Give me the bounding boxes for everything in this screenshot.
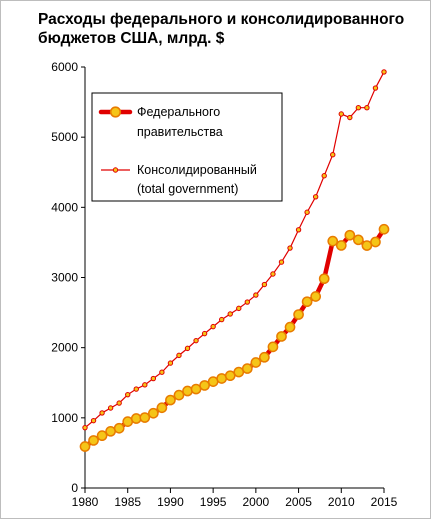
x-tick-label: 1980 xyxy=(72,495,99,509)
x-tick-label: 2000 xyxy=(243,495,270,509)
data-point-total-government xyxy=(321,173,327,179)
data-point-total-government xyxy=(201,330,208,337)
series-layer xyxy=(79,69,390,452)
data-point-federal xyxy=(344,229,356,241)
data-point-federal xyxy=(199,380,210,391)
data-point-total-government xyxy=(330,152,336,158)
data-point-federal xyxy=(267,341,279,353)
data-point-total-government xyxy=(133,386,139,392)
data-point-total-government xyxy=(218,316,225,323)
x-tick-label: 2010 xyxy=(328,495,355,509)
data-point-total-government xyxy=(381,69,387,75)
data-point-federal xyxy=(284,321,296,333)
data-point-federal xyxy=(310,291,322,302)
data-point-total-government xyxy=(270,271,276,277)
data-point-total-government xyxy=(355,104,362,111)
y-tick-label: 3000 xyxy=(51,271,78,285)
y-tick-label: 5000 xyxy=(51,130,78,144)
data-point-total-government xyxy=(99,410,105,416)
data-point-federal xyxy=(370,236,381,248)
data-point-total-government xyxy=(278,259,285,265)
data-point-federal xyxy=(276,331,287,342)
legend-label-federal-line1: Федерального xyxy=(137,105,220,119)
data-point-total-government xyxy=(210,323,216,330)
series-federal-line xyxy=(82,226,387,449)
data-point-total-government xyxy=(167,360,174,366)
data-point-total-government xyxy=(125,391,131,398)
chart-title: Расходы федерального и консолидированног… xyxy=(38,11,405,47)
data-point-total-government xyxy=(184,345,191,352)
x-tick-label: 1990 xyxy=(157,495,184,509)
legend-swatch-total-marker xyxy=(112,167,119,173)
data-point-total-government xyxy=(261,281,268,288)
data-point-federal xyxy=(293,309,304,320)
data-point-total-government xyxy=(236,305,242,312)
legend-swatch-federal-marker xyxy=(109,106,122,118)
data-point-total-government xyxy=(227,311,233,317)
y-axis-ticks: 0 1000 2000 3000 4000 5000 6000 xyxy=(51,60,85,495)
data-point-federal xyxy=(130,413,142,424)
y-tick-label: 1000 xyxy=(51,411,78,425)
legend-label-federal-line2: правительства xyxy=(137,125,223,139)
data-point-federal xyxy=(165,394,176,406)
data-point-total-government xyxy=(107,405,114,411)
data-point-federal xyxy=(378,223,390,235)
data-point-federal xyxy=(353,234,364,246)
data-point-total-government xyxy=(150,375,157,382)
data-point-federal xyxy=(79,441,91,452)
legend-label-total-line1: Консолидированный xyxy=(137,163,257,177)
x-axis-ticks: 1980 1985 1990 1995 2000 2005 2010 2015 xyxy=(72,488,398,509)
legend: Федерального правительства Консолидирова… xyxy=(91,92,283,202)
y-tick-label: 6000 xyxy=(51,60,78,74)
data-point-federal xyxy=(156,402,168,414)
data-point-total-government xyxy=(364,104,370,111)
y-tick-label: 4000 xyxy=(51,200,78,214)
x-tick-label: 2005 xyxy=(285,495,312,509)
data-point-total-government xyxy=(244,299,251,305)
data-point-total-government xyxy=(372,85,379,91)
data-point-federal xyxy=(259,351,270,363)
x-tick-label: 2015 xyxy=(371,495,398,509)
data-point-federal xyxy=(113,422,125,434)
data-point-federal xyxy=(250,357,262,368)
data-point-federal xyxy=(327,235,339,247)
data-point-total-government xyxy=(304,209,310,215)
data-point-total-government xyxy=(253,292,259,298)
series-total-government xyxy=(82,69,387,431)
data-point-total-government xyxy=(193,337,199,344)
data-point-federal xyxy=(318,273,330,285)
data-point-federal xyxy=(182,385,193,397)
data-point-federal xyxy=(190,383,202,395)
data-point-federal xyxy=(241,363,253,374)
data-point-total-government xyxy=(176,352,182,359)
data-point-total-government xyxy=(338,111,344,117)
data-point-federal xyxy=(88,435,99,446)
y-tick-label: 0 xyxy=(71,481,78,495)
legend-label-total-line2: (total government) xyxy=(137,182,238,196)
data-point-total-government xyxy=(295,227,302,233)
data-point-federal xyxy=(96,430,108,442)
data-point-total-government xyxy=(159,369,165,375)
data-point-federal xyxy=(335,240,347,251)
data-point-total-government xyxy=(116,400,122,406)
data-point-federal xyxy=(173,389,185,401)
data-point-total-government xyxy=(347,114,353,121)
x-tick-label: 1995 xyxy=(200,495,227,509)
data-point-federal xyxy=(139,412,151,423)
data-point-federal xyxy=(301,296,313,308)
series-federal xyxy=(79,223,390,452)
y-tick-label: 2000 xyxy=(51,341,78,355)
data-point-total-government xyxy=(287,245,293,251)
data-point-total-government xyxy=(312,194,319,200)
data-point-federal xyxy=(147,407,159,419)
x-tick-label: 1985 xyxy=(114,495,141,509)
data-point-total-government xyxy=(82,424,88,431)
data-point-total-government xyxy=(90,417,97,424)
data-point-total-government xyxy=(142,382,148,388)
